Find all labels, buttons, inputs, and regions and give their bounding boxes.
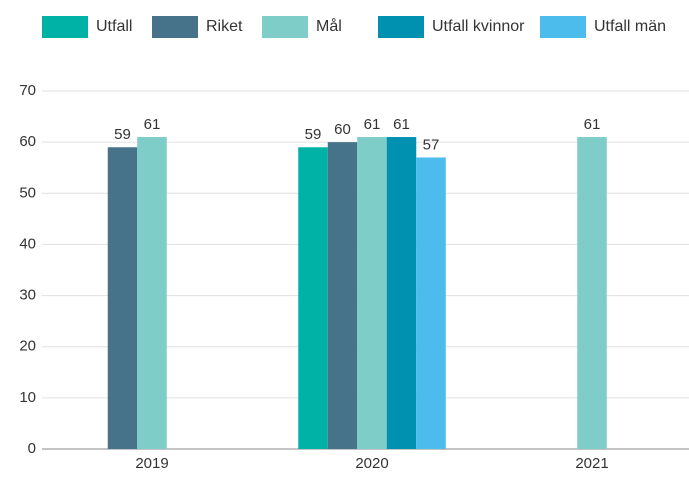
bar [137,137,167,449]
legend-swatch [540,16,586,38]
value-label: 61 [393,116,410,133]
y-tick-label: 0 [28,440,36,457]
x-tick-label: 2021 [575,455,608,472]
legend-swatch [378,16,424,38]
x-tick-label: 2019 [135,455,168,472]
y-tick-label: 30 [19,287,36,304]
bar [107,147,138,449]
y-tick-label: 40 [19,235,36,252]
value-label: 61 [144,116,161,133]
bar [298,147,328,449]
bar [386,137,417,449]
bar [416,157,446,449]
legend-label: Utfall [96,18,132,35]
value-label: 59 [305,126,322,143]
y-tick-label: 10 [19,389,36,406]
value-label: 61 [364,116,381,133]
bar [577,137,607,449]
y-tick-label: 60 [19,133,36,150]
y-tick-label: 20 [19,338,36,355]
x-tick-label: 2020 [355,455,388,472]
legend-label: Mål [316,17,342,35]
legend-label: Riket [206,18,243,35]
value-label: 60 [334,121,351,138]
legend-label: Utfall män [594,18,666,35]
value-label: 59 [114,126,131,143]
bar [357,137,387,449]
y-tick-label: 70 [19,82,36,99]
value-label: 61 [584,116,601,133]
legend-swatch [42,16,88,38]
legend-label: Utfall kvinnor [432,18,525,35]
legend-swatch [152,16,198,38]
y-tick-label: 50 [19,184,36,201]
bar [327,142,358,449]
value-label: 57 [423,136,440,153]
legend-swatch [262,16,308,38]
